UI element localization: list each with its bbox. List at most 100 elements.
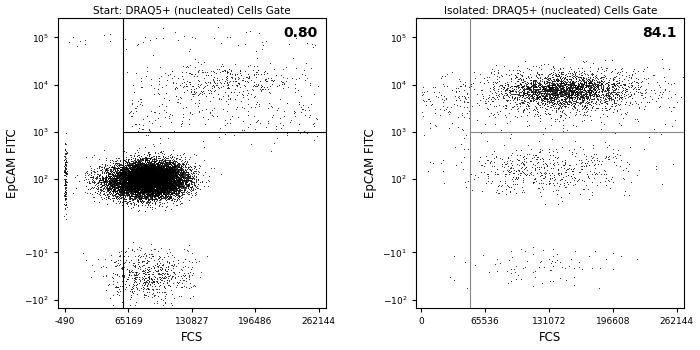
Point: [578, 92, 589, 98]
Point: [124, 181, 135, 187]
Point: [171, 177, 182, 183]
Point: [153, 180, 164, 186]
Point: [133, 170, 144, 176]
Point: [155, 169, 167, 175]
Point: [148, 170, 159, 176]
Point: [123, 170, 134, 176]
Point: [159, 181, 170, 187]
Point: [132, 191, 143, 197]
Point: [211, 78, 222, 83]
Point: [126, 175, 137, 181]
Point: [146, 173, 158, 179]
Point: [544, 149, 555, 155]
Point: [88, 177, 99, 183]
Point: [521, 91, 532, 96]
Point: [164, 167, 176, 172]
Point: [160, 167, 172, 173]
Point: [540, 88, 552, 93]
Point: [139, 162, 150, 168]
Point: [232, 82, 243, 87]
Point: [127, 183, 139, 189]
Point: [149, 201, 160, 206]
Point: [150, 172, 162, 178]
Point: [573, 85, 584, 91]
Point: [161, 250, 172, 256]
Point: [162, 188, 173, 193]
Point: [156, 166, 167, 172]
Point: [148, 168, 159, 173]
Point: [142, 180, 153, 186]
Point: [127, 188, 138, 194]
Point: [146, 167, 158, 173]
Point: [146, 173, 157, 178]
Point: [176, 178, 187, 184]
Point: [138, 183, 149, 189]
Point: [547, 86, 558, 92]
Point: [93, 177, 104, 183]
Point: [528, 107, 539, 113]
Point: [136, 178, 148, 184]
Point: [155, 195, 166, 200]
Point: [130, 175, 141, 181]
Point: [142, 185, 153, 190]
Point: [128, 172, 139, 177]
Point: [60, 155, 71, 161]
Point: [136, 169, 147, 175]
Point: [131, 181, 142, 187]
Point: [501, 120, 512, 126]
Point: [140, 155, 151, 160]
Point: [536, 95, 547, 100]
Point: [141, 177, 152, 182]
Point: [146, 174, 157, 180]
Point: [144, 180, 155, 186]
Point: [120, 170, 132, 175]
Point: [129, 194, 140, 199]
Point: [132, 184, 144, 190]
Point: [154, 184, 165, 190]
Point: [573, 96, 584, 101]
Point: [120, 188, 132, 194]
Point: [155, 175, 167, 181]
Point: [153, 169, 164, 175]
Point: [426, 102, 438, 107]
Point: [134, 174, 145, 180]
Point: [160, 175, 171, 180]
Point: [145, 174, 156, 180]
Point: [516, 100, 527, 105]
Point: [159, 170, 170, 176]
Point: [185, 88, 196, 93]
Point: [120, 174, 132, 180]
Point: [529, 162, 540, 168]
Point: [180, 257, 191, 262]
Point: [139, 169, 150, 175]
Point: [128, 176, 139, 182]
Point: [561, 83, 573, 88]
Point: [482, 171, 493, 177]
Point: [547, 70, 559, 75]
Point: [81, 169, 92, 174]
Point: [59, 146, 70, 152]
Point: [193, 109, 204, 115]
Point: [188, 175, 199, 181]
Point: [155, 179, 166, 185]
Point: [127, 186, 139, 191]
Point: [117, 180, 128, 186]
Point: [136, 178, 148, 184]
Point: [171, 162, 182, 168]
Point: [176, 200, 187, 205]
Point: [176, 170, 187, 175]
Point: [140, 175, 151, 181]
Point: [158, 174, 169, 180]
Point: [132, 181, 143, 187]
Point: [154, 183, 165, 189]
Point: [118, 190, 129, 196]
Point: [94, 175, 105, 181]
Point: [552, 159, 563, 164]
Point: [128, 188, 139, 194]
Point: [155, 182, 166, 188]
Point: [108, 177, 119, 182]
Point: [126, 174, 137, 179]
Point: [221, 108, 232, 114]
Point: [170, 163, 181, 169]
Point: [160, 178, 172, 183]
